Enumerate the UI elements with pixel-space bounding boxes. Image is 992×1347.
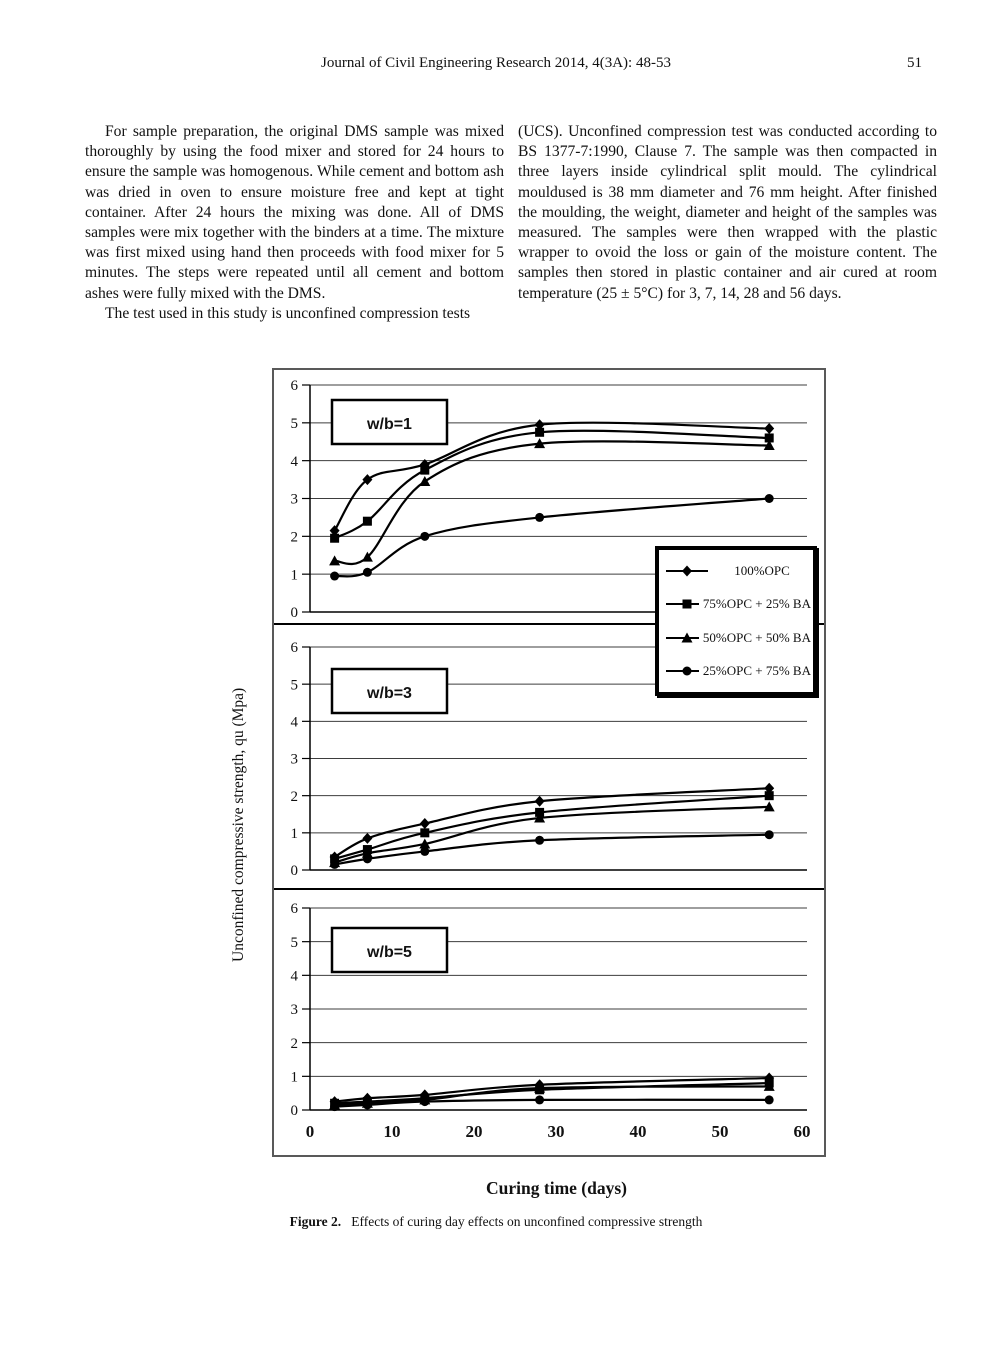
legend-label: 100%OPC [734,562,790,578]
legend-item: 50%OPC + 50% BA [665,629,811,647]
y-axis-label: Unconfined compressive strength, qu (Mpa… [230,687,247,962]
figure-2: 0 1 2 3 4 5 6 w/b=1 0 1 2 3 4 5 6 w/b=3 0 1 2 3 4 5 6 0 10 20 30… [272,368,826,1157]
svg-text:5: 5 [291,677,299,693]
square-marker-icon [666,599,699,609]
svg-text:4: 4 [291,715,299,731]
svg-text:20: 20 [466,1122,483,1141]
svg-text:50: 50 [712,1122,729,1141]
paragraph: The test used in this study is unconfine… [105,304,471,322]
x-axis-label: Curing time (days) [486,1178,627,1198]
right-column: (UCS). Unconfined compression test was c… [518,122,937,324]
svg-text:4: 4 [291,969,299,985]
svg-text:w/b=5: w/b=5 [366,944,412,961]
figure-caption-label: Figure 2. [289,1214,342,1229]
svg-text:3: 3 [291,752,299,768]
svg-text:60: 60 [794,1122,811,1141]
svg-text:6: 6 [291,378,299,394]
svg-text:5: 5 [291,935,299,951]
legend-item: 100%OPC [665,562,811,580]
svg-text:40: 40 [630,1122,647,1141]
svg-text:0: 0 [291,1103,299,1119]
svg-text:1: 1 [291,1070,299,1086]
svg-text:0: 0 [291,605,299,621]
legend-label: 25%OPC + 75% BA [702,663,811,679]
diamond-marker-icon [666,565,708,577]
svg-text:0: 0 [291,863,299,879]
chart-panel-wb5: 0 1 2 3 4 5 6 0 10 20 30 40 50 60 w/b=5 [274,890,824,1155]
journal-header: Journal of Civil Engineering Research 20… [321,55,671,71]
paragraph: (UCS). Unconfined compression test was c… [518,123,937,302]
svg-text:w/b=1: w/b=1 [366,416,412,433]
svg-text:0: 0 [306,1122,315,1141]
svg-text:10: 10 [384,1122,401,1141]
legend-label: 50%OPC + 50% BA [702,629,811,645]
paragraph: For sample preparation, the original DMS… [85,123,504,302]
svg-text:5: 5 [291,416,299,432]
body-text: For sample preparation, the original DMS… [85,122,937,324]
legend-item: 75%OPC + 25% BA [665,595,811,613]
legend: 100%OPC 75%OPC + 25% BA 50%OPC + 50% BA 25%… [655,546,817,696]
figure-frame: 0 1 2 3 4 5 6 w/b=1 0 1 2 3 4 5 6 w/b=3 0 1 2 3 4 5 6 0 10 20 30… [272,368,826,1157]
svg-text:6: 6 [291,640,299,656]
svg-text:1: 1 [291,826,299,842]
svg-text:1: 1 [291,567,299,583]
svg-text:2: 2 [291,1036,299,1052]
svg-text:w/b=3: w/b=3 [366,685,412,702]
svg-text:2: 2 [291,789,299,805]
svg-text:3: 3 [291,1002,299,1018]
figure-caption-text: Effects of curing day effects on unconfi… [351,1214,703,1229]
page-number: 51 [907,55,922,71]
svg-text:30: 30 [548,1122,565,1141]
svg-text:6: 6 [291,901,299,917]
left-column: For sample preparation, the original DMS… [85,122,504,324]
svg-text:2: 2 [291,530,299,546]
svg-text:3: 3 [291,492,299,508]
legend-label: 75%OPC + 25% BA [702,596,811,612]
circle-marker-icon [666,666,699,676]
figure-caption: Figure 2. Effects of curing day effects … [0,1214,992,1230]
triangle-marker-icon [666,632,699,643]
svg-text:4: 4 [291,454,299,470]
chart-panel-wb1: 0 1 2 3 4 5 6 w/b=1 [274,370,824,625]
legend-item: 25%OPC + 75% BA [665,662,811,680]
